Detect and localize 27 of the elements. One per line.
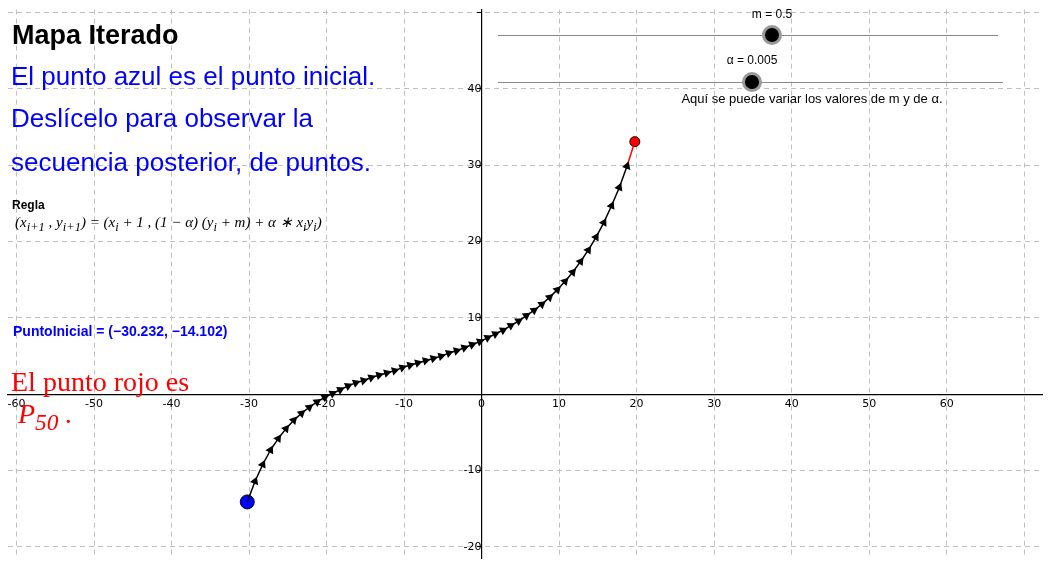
annotation: Aquí se puede variar los valores de m y de α. <box>681 91 943 107</box>
x-tick-label: -50 <box>85 396 104 410</box>
x-tick-label: 40 <box>784 396 799 410</box>
annotation: α = 0.005 <box>726 53 778 68</box>
annotation: Regla <box>12 198 45 213</box>
x-tick-label: 20 <box>629 396 644 410</box>
y-tick-label: -10 <box>463 463 482 477</box>
x-tick-label: 10 <box>552 396 567 410</box>
chart-title: Mapa Iterado <box>12 20 179 52</box>
annotation: El punto azul es el punto inicial. <box>11 61 376 92</box>
x-tick-label: 30 <box>707 396 722 410</box>
x-tick-label: -30 <box>240 396 259 410</box>
annotation: El punto rojo es <box>11 366 190 399</box>
y-tick-label: -20 <box>463 539 482 553</box>
x-tick-label: -40 <box>162 396 181 410</box>
annotation: PuntoInicial = (−30.232, −14.102) <box>13 323 228 340</box>
x-tick-label: 50 <box>862 396 877 410</box>
x-tick-label: -10 <box>395 396 414 410</box>
y-tick-label: 10 <box>467 310 482 324</box>
y-tick-label: 20 <box>467 234 482 248</box>
annotation: secuencia posterior, de puntos. <box>11 147 371 178</box>
y-tick-label: 30 <box>467 158 482 172</box>
x-tick-label: 60 <box>939 396 954 410</box>
y-tick-label: 40 <box>467 81 482 95</box>
annotation: m = 0.5 <box>751 7 793 22</box>
text: (x$_{i+1}$ , y$_{i+1}$) = (x$_{i}$ + 1 , (1 − α) (y$_{i}$ + m) + α ∗ x$_{i}$y$_{i}$) <box>15 214 322 234</box>
annotation: Deslícelo para observar la <box>11 103 314 134</box>
